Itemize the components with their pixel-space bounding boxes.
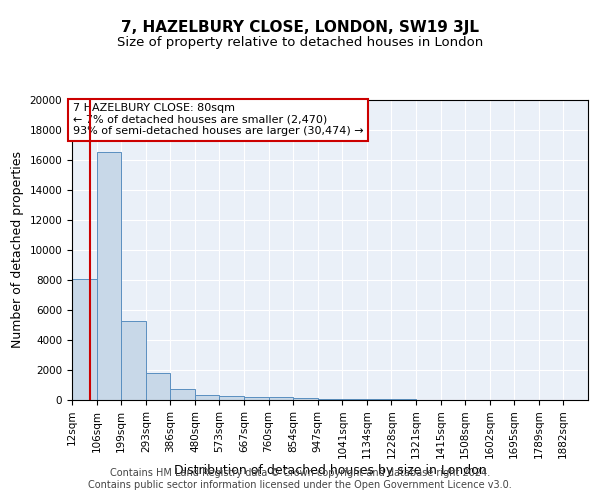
Bar [121, 320, 146, 400]
Text: Contains HM Land Registry data © Crown copyright and database right 2024.
Contai: Contains HM Land Registry data © Crown c… [88, 468, 512, 490]
Y-axis label: Number of detached properties: Number of detached properties [11, 152, 24, 348]
Bar [170, 389, 195, 400]
X-axis label: Distribution of detached houses by size in London: Distribution of detached houses by size … [173, 464, 487, 477]
Bar [72, 278, 97, 400]
Text: 7 HAZELBURY CLOSE: 80sqm
← 7% of detached houses are smaller (2,470)
93% of semi: 7 HAZELBURY CLOSE: 80sqm ← 7% of detache… [73, 103, 364, 136]
Bar [343, 399, 367, 400]
Bar [97, 152, 121, 400]
Bar [317, 399, 343, 400]
Bar [146, 373, 170, 400]
Text: 7, HAZELBURY CLOSE, LONDON, SW19 3JL: 7, HAZELBURY CLOSE, LONDON, SW19 3JL [121, 20, 479, 35]
Bar [244, 397, 269, 400]
Bar [269, 397, 293, 400]
Bar [220, 396, 244, 400]
Text: Size of property relative to detached houses in London: Size of property relative to detached ho… [117, 36, 483, 49]
Bar [195, 395, 220, 400]
Bar [367, 399, 391, 400]
Bar [293, 398, 317, 400]
